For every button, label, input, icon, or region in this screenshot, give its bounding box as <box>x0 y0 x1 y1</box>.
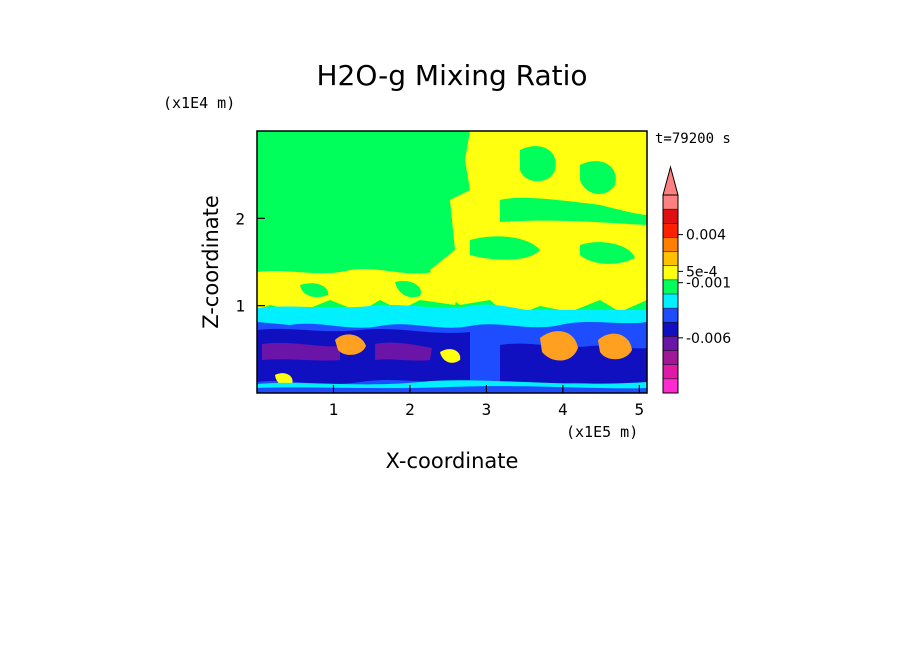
colorbar-swatch <box>663 308 678 323</box>
y-axis-label: Z-coordinate <box>199 195 223 329</box>
upper-green-patch <box>520 146 556 182</box>
colorbar-label: 0.004 <box>686 228 726 244</box>
dense-blue-layer <box>257 328 470 384</box>
y-tick-label: 1 <box>235 297 245 316</box>
colorbar-label: -0.006 <box>686 331 731 347</box>
colorbar-label: -0.001 <box>686 276 731 292</box>
warm-blob <box>598 333 632 360</box>
colorbar-swatch <box>663 237 678 252</box>
plot-frame <box>256 130 648 394</box>
colorbar-swatch <box>663 209 678 224</box>
colorbar-swatch <box>663 322 678 337</box>
boundary-top-edge <box>257 310 647 328</box>
purple-deep-layer <box>375 342 432 361</box>
colorbar-swatch <box>663 251 678 266</box>
purple-deep-layer <box>262 342 340 361</box>
upper-green-patch <box>470 236 540 260</box>
colorbar-label: 5e-4 <box>686 264 718 280</box>
colorbar-swatch <box>663 279 678 294</box>
left-yellow-band <box>257 268 460 312</box>
x-tick-label: 2 <box>405 400 415 419</box>
warm-blob <box>540 331 578 361</box>
y-tick-label: 2 <box>235 209 245 228</box>
x-tick-label: 5 <box>635 400 645 419</box>
chart-title: H2O-g Mixing Ratio <box>316 59 587 92</box>
warm-blob <box>275 373 293 386</box>
warm-blob <box>440 349 461 363</box>
colorbar: 0.004 5e-4-0.001 -0.006 <box>662 165 731 394</box>
warm-blob <box>335 334 366 355</box>
x-axis-label: X-coordinate <box>386 449 519 473</box>
colorbar-swatch <box>663 265 678 280</box>
colorbar-swatch <box>663 336 678 351</box>
colorbar-swatch <box>663 223 678 238</box>
colorbar-swatch <box>663 294 678 309</box>
x-tick-label: 1 <box>329 400 339 419</box>
x-unit-label: (x1E5 m) <box>566 423 638 441</box>
colorbar-swatch <box>663 378 678 393</box>
left-green-hole <box>395 280 421 298</box>
y-ticks: 12 <box>235 209 265 316</box>
colorbar-extend-arrow <box>662 165 679 196</box>
y-unit-label: (x1E4 m) <box>163 94 235 112</box>
left-green-hole <box>300 283 329 298</box>
colorbar-swatch <box>663 195 678 210</box>
upper-green-patch <box>580 161 616 195</box>
bottom-streak <box>257 386 647 393</box>
contour-field <box>257 131 647 393</box>
x-ticks: 1 2 3 4 5 <box>329 385 645 419</box>
time-label: t=79200 s <box>655 131 731 147</box>
x-tick-label: 4 <box>558 400 568 419</box>
colorbar-swatch <box>663 350 678 365</box>
upper-green-patch <box>580 242 635 264</box>
colorbar-swatch <box>663 364 678 379</box>
x-tick-label: 3 <box>482 400 492 419</box>
upper-green-patch <box>500 197 647 225</box>
